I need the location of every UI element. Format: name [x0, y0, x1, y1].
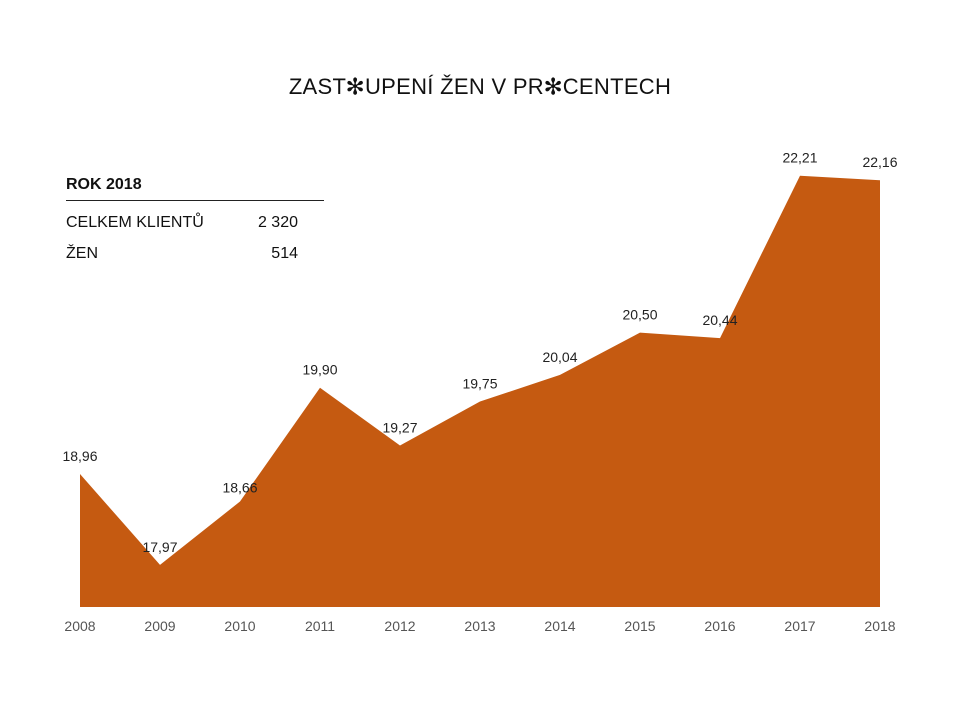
stats-label: ŽEN: [66, 245, 98, 262]
x-tick-label: 2009: [144, 618, 175, 634]
stats-value: 514: [271, 245, 298, 262]
data-label: 20,44: [702, 312, 737, 328]
stats-heading: ROK 2018: [66, 176, 324, 201]
chart-title: ZAST✻UPENÍ ŽEN V PR✻CENTECH: [0, 73, 960, 100]
stats-label: CELKEM KLIENTŮ: [66, 214, 204, 231]
area-series: [80, 175, 880, 607]
title-part: CENTECH: [562, 74, 672, 99]
data-label: 18,96: [62, 448, 97, 464]
title-part: UPENÍ ŽEN V PR: [364, 74, 544, 99]
x-tick-label: 2017: [784, 618, 815, 634]
data-label: 19,27: [382, 420, 417, 436]
data-label: 19,75: [462, 376, 497, 392]
x-tick-label: 2010: [224, 618, 255, 634]
data-label: 20,04: [542, 349, 577, 365]
x-tick-label: 2008: [64, 618, 95, 634]
asterisk-icon: ✻: [543, 73, 564, 100]
stats-panel: ROK 2018 CELKEM KLIENTŮ 2 320 ŽEN 514: [66, 176, 324, 263]
title-part: ZAST: [288, 74, 347, 99]
data-label: 22,21: [782, 150, 817, 166]
data-label: 17,97: [142, 539, 177, 555]
stats-row: CELKEM KLIENTŮ 2 320: [66, 214, 324, 232]
x-tick-label: 2013: [464, 618, 495, 634]
data-label: 20,50: [622, 307, 657, 323]
x-tick-label: 2011: [305, 618, 335, 634]
x-tick-label: 2014: [544, 618, 575, 634]
data-label: 18,66: [222, 480, 257, 496]
x-tick-label: 2016: [704, 618, 735, 634]
x-tick-label: 2018: [864, 618, 895, 634]
data-label: 19,90: [302, 362, 337, 378]
stats-row: ŽEN 514: [66, 245, 324, 263]
x-tick-label: 2015: [624, 618, 655, 634]
asterisk-icon: ✻: [345, 73, 366, 100]
data-label: 22,16: [862, 154, 897, 170]
x-tick-label: 2012: [384, 618, 415, 634]
stats-value: 2 320: [257, 214, 298, 231]
